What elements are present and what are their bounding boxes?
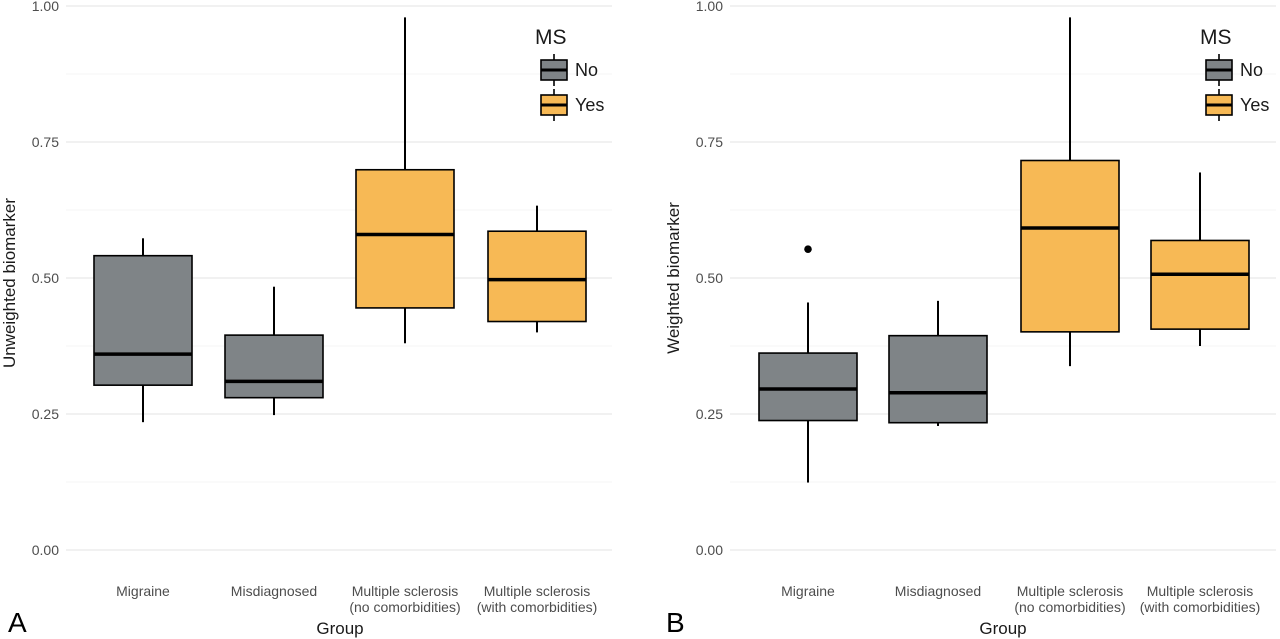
x-category-label: (with comorbidities) (1140, 599, 1261, 615)
box-iqr (93, 254, 193, 386)
x-category-label: (no comorbidities) (1014, 599, 1125, 615)
x-category-label: Multiple sclerosis (1017, 583, 1124, 599)
x-category-label: Multiple sclerosis (352, 583, 459, 599)
x-axis-title: Group (316, 619, 363, 638)
box-4 (487, 205, 587, 333)
x-category-label: Multiple sclerosis (484, 583, 591, 599)
legend-label: Yes (1240, 95, 1269, 115)
panel-label: B (666, 607, 685, 638)
box-iqr (224, 334, 324, 399)
legend-key-no (540, 54, 568, 86)
y-axis-title: Weighted biomarker (664, 202, 683, 354)
panel-a: 0.00 0.25 0.50 0.75 1.00 Migraine Misdiagnosed… (0, 0, 612, 638)
x-category-label: Misdiagnosed (231, 583, 317, 599)
box-3 (355, 17, 455, 344)
y-axis-title: Unweighted biomarker (0, 198, 19, 368)
y-tick-label: 1.00 (32, 0, 59, 14)
box-iqr (1150, 239, 1250, 330)
x-category-label: Multiple sclerosis (1147, 583, 1254, 599)
legend-key-no (1205, 54, 1233, 86)
y-tick-label: 0.00 (32, 542, 59, 558)
legend-key-yes (540, 89, 568, 121)
y-tick-label: 0.25 (32, 406, 59, 422)
legend-title: MS (535, 26, 567, 49)
y-tick-label: 1.00 (696, 0, 723, 14)
box-1 (758, 245, 858, 483)
box-2 (888, 300, 988, 426)
box-iqr (758, 352, 858, 422)
x-category-label: Migraine (116, 583, 170, 599)
x-category-label: (with comorbidities) (477, 599, 598, 615)
x-category-label: Migraine (781, 583, 835, 599)
y-tick-label: 0.50 (32, 270, 59, 286)
legend-label: No (575, 60, 598, 80)
legend-label: Yes (575, 95, 604, 115)
panel-label: A (8, 607, 27, 638)
box-3 (1020, 17, 1120, 367)
box-iqr (487, 230, 587, 323)
box-iqr (1020, 159, 1120, 333)
panel-b: 0.00 0.25 0.50 0.75 1.00 Migraine Misdiagnosed… (664, 0, 1276, 638)
box-2 (224, 286, 324, 416)
legend-title: MS (1200, 26, 1232, 49)
legend-key-yes (1205, 89, 1233, 121)
legend: MS No Yes (1200, 26, 1269, 121)
y-tick-label: 0.25 (696, 406, 723, 422)
x-category-label: (no comorbidities) (349, 599, 460, 615)
x-category-label: Misdiagnosed (895, 583, 981, 599)
y-tick-label: 0.75 (696, 134, 723, 150)
box-1 (93, 238, 193, 423)
legend-label: No (1240, 60, 1263, 80)
box-iqr (355, 168, 455, 309)
legend: MS No Yes (535, 26, 604, 121)
outlier-point (804, 245, 812, 253)
y-tick-label: 0.75 (32, 134, 59, 150)
y-tick-label: 0.00 (696, 542, 723, 558)
box-4 (1150, 172, 1250, 346)
box-iqr (888, 334, 988, 424)
x-axis-title: Group (979, 619, 1026, 638)
y-tick-label: 0.50 (696, 270, 723, 286)
